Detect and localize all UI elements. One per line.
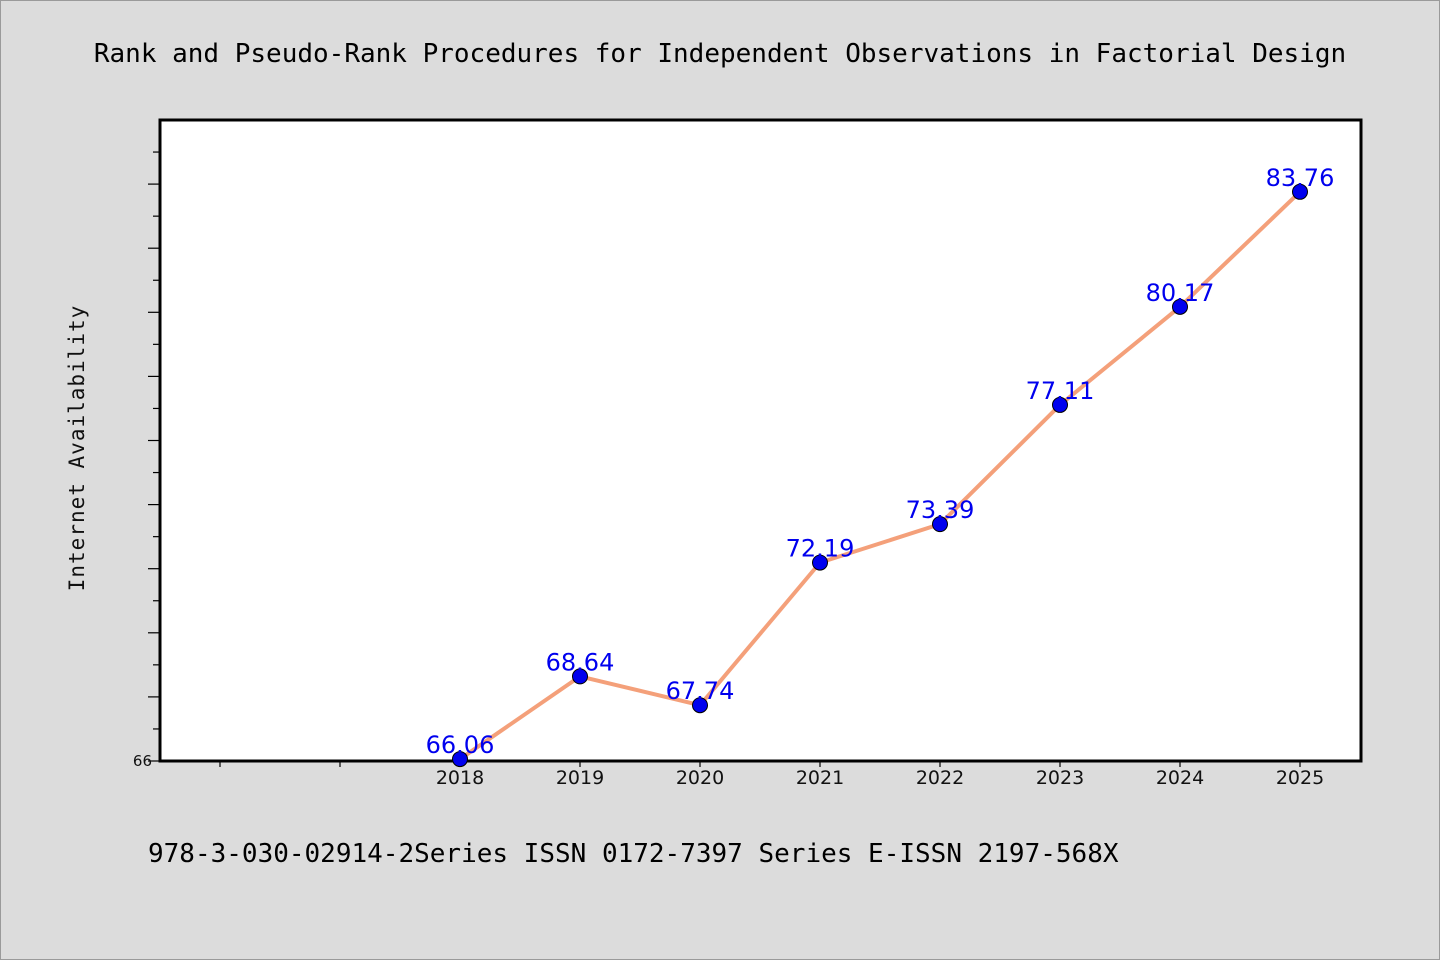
x-axis-ticks: 2018 2019 2020 2021 2022 2023 2024 2025 — [219, 761, 1324, 789]
x-tick-label: 2021 — [796, 767, 844, 789]
x-tick-label: 2025 — [1276, 767, 1324, 789]
data-point — [572, 668, 588, 685]
data-label: 83.76 — [1266, 164, 1335, 192]
data-label: 67.74 — [666, 677, 735, 705]
data-point — [812, 554, 828, 571]
chart-title: Rank and Pseudo-Rank Procedures for Inde… — [94, 39, 1346, 69]
x-tick-label: 2018 — [436, 767, 484, 789]
data-point — [1172, 298, 1188, 315]
plot-area — [158, 118, 1363, 763]
data-point — [452, 751, 468, 768]
data-point — [692, 697, 708, 714]
data-label: 66.06 — [426, 731, 495, 759]
data-label: 73.39 — [906, 496, 975, 524]
y-axis-label: Internet Availability — [65, 305, 89, 592]
x-tick-label: 2022 — [916, 767, 964, 789]
series-line — [458, 189, 1302, 762]
data-point — [932, 516, 948, 533]
data-label: 80.17 — [1146, 279, 1215, 307]
data-point — [1292, 183, 1308, 200]
footer-isbn-text: 978-3-030-02914-2Series ISSN 0172-7397 S… — [148, 839, 1119, 869]
data-label: 68.64 — [546, 648, 615, 676]
x-tick-label: 2024 — [1156, 767, 1204, 789]
data-label: 77.11 — [1026, 377, 1095, 405]
y-axis-ticks: 66 — [133, 151, 160, 770]
x-tick-label: 2019 — [556, 767, 604, 789]
x-tick-label: 2023 — [1036, 767, 1084, 789]
x-tick-label: 2020 — [676, 767, 724, 789]
data-point — [1052, 396, 1068, 413]
series-layer: 66.06 68.64 67.74 72.19 73.39 77.11 80.17 83.76 — [426, 164, 1335, 768]
data-label: 72.19 — [786, 535, 855, 563]
y-tick-label: 66 — [133, 752, 152, 770]
